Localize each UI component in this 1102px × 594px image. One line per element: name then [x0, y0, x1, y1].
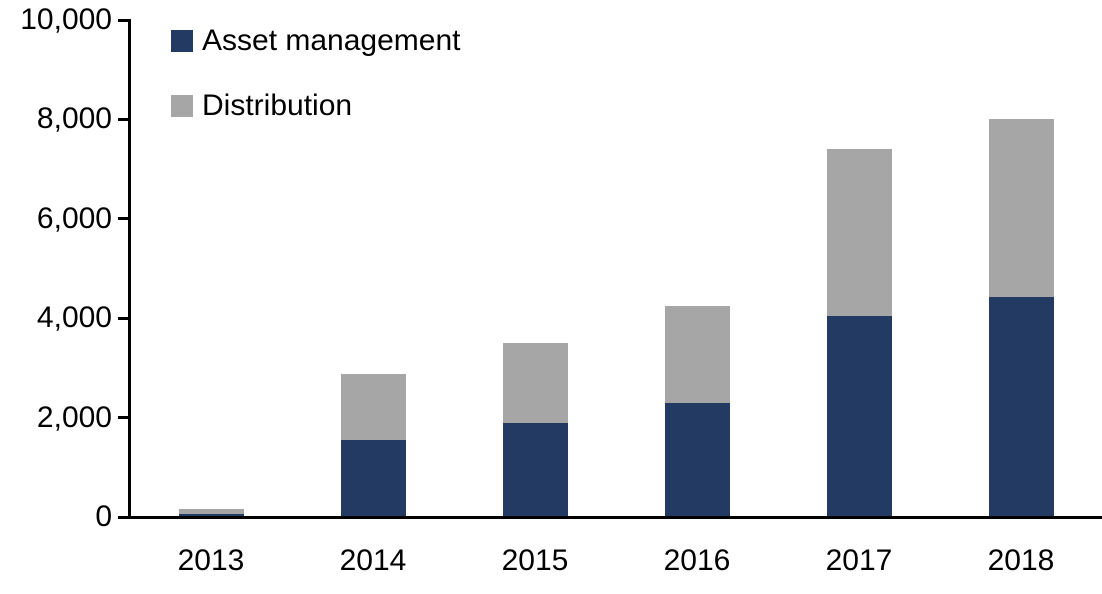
bar-segment-2015-asset-management — [502, 422, 568, 517]
x-tick-label: 2016 — [663, 544, 731, 577]
bar-segment-2017-distribution — [826, 149, 892, 316]
y-tick-mark — [118, 18, 131, 22]
y-tick-label: 2,000 — [36, 400, 112, 434]
x-tick-label: 2018 — [987, 544, 1055, 577]
y-axis-line — [128, 19, 131, 519]
y-tick-mark — [118, 117, 131, 121]
bar-segment-2013-asset-management — [178, 513, 244, 517]
bar-segment-2016-distribution — [664, 305, 730, 403]
bar-segment-2017-asset-management — [826, 315, 892, 517]
y-tick-mark — [118, 316, 131, 320]
legend-swatch-icon — [171, 30, 193, 52]
x-tick-label: 2013 — [177, 544, 245, 577]
legend-label: Asset management — [202, 24, 461, 57]
y-tick-mark — [118, 217, 131, 221]
y-tick-label: 4,000 — [36, 301, 112, 335]
x-tick-label: 2015 — [501, 544, 569, 577]
x-tick-label: 2014 — [339, 544, 407, 577]
legend-item: Distribution — [171, 89, 460, 123]
legend-swatch-icon — [171, 95, 193, 117]
bar-segment-2014-distribution — [340, 374, 406, 440]
x-tick-label: 2017 — [825, 544, 893, 577]
bar-segment-2015-distribution — [502, 343, 568, 423]
legend-item: Asset management — [171, 24, 460, 58]
y-tick-label: 8,000 — [36, 102, 112, 136]
legend-label: Distribution — [202, 89, 353, 122]
y-tick-label: 10,000 — [20, 3, 112, 36]
bar-segment-2018-distribution — [988, 119, 1054, 298]
y-tick-label: 0 — [95, 500, 112, 533]
chart-legend: Asset management Distribution — [171, 24, 460, 154]
bar-segment-2018-asset-management — [988, 297, 1054, 517]
x-axis-line — [118, 516, 1102, 519]
bar-segment-2014-asset-management — [340, 439, 406, 517]
bar-segment-2013-distribution — [178, 508, 244, 514]
bar-segment-2016-asset-management — [664, 402, 730, 517]
y-tick-mark — [118, 416, 131, 420]
y-tick-label: 6,000 — [36, 201, 112, 235]
